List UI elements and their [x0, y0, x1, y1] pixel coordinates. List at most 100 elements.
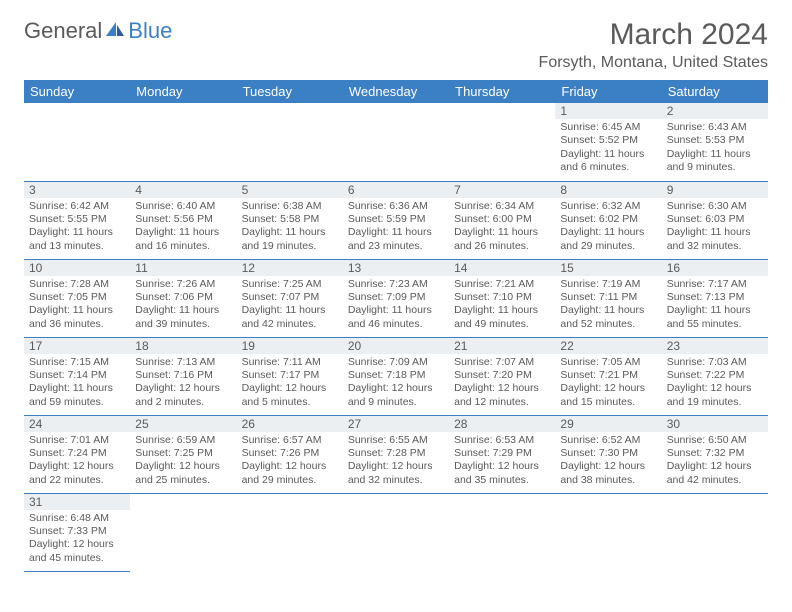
- day-body: Sunrise: 7:15 AMSunset: 7:14 PMDaylight:…: [24, 354, 130, 413]
- calendar-cell: 20Sunrise: 7:09 AMSunset: 7:18 PMDayligh…: [343, 337, 449, 415]
- day-body: Sunrise: 6:38 AMSunset: 5:58 PMDaylight:…: [237, 198, 343, 257]
- weekday-header: Friday: [555, 80, 661, 103]
- calendar-cell: 11Sunrise: 7:26 AMSunset: 7:06 PMDayligh…: [130, 259, 236, 337]
- day-body: Sunrise: 7:03 AMSunset: 7:22 PMDaylight:…: [662, 354, 768, 413]
- calendar-cell: 17Sunrise: 7:15 AMSunset: 7:14 PMDayligh…: [24, 337, 130, 415]
- day-body: Sunrise: 7:26 AMSunset: 7:06 PMDaylight:…: [130, 276, 236, 335]
- calendar-cell: [237, 103, 343, 181]
- calendar-cell: 21Sunrise: 7:07 AMSunset: 7:20 PMDayligh…: [449, 337, 555, 415]
- calendar-cell: [130, 103, 236, 181]
- day-number: 17: [24, 338, 130, 354]
- day-body: Sunrise: 7:09 AMSunset: 7:18 PMDaylight:…: [343, 354, 449, 413]
- day-number: 29: [555, 416, 661, 432]
- calendar-cell: [555, 493, 661, 571]
- day-body: Sunrise: 7:07 AMSunset: 7:20 PMDaylight:…: [449, 354, 555, 413]
- calendar-cell: 10Sunrise: 7:28 AMSunset: 7:05 PMDayligh…: [24, 259, 130, 337]
- day-number: 28: [449, 416, 555, 432]
- month-title: March 2024: [539, 18, 768, 52]
- calendar-cell: 2Sunrise: 6:43 AMSunset: 5:53 PMDaylight…: [662, 103, 768, 181]
- day-body: Sunrise: 7:21 AMSunset: 7:10 PMDaylight:…: [449, 276, 555, 335]
- calendar-cell: 6Sunrise: 6:36 AMSunset: 5:59 PMDaylight…: [343, 181, 449, 259]
- weekday-header: Sunday: [24, 80, 130, 103]
- day-number: 20: [343, 338, 449, 354]
- day-number: 21: [449, 338, 555, 354]
- logo-sail-icon: [104, 18, 126, 44]
- day-number: 5: [237, 182, 343, 198]
- day-body: Sunrise: 6:55 AMSunset: 7:28 PMDaylight:…: [343, 432, 449, 491]
- day-number: 19: [237, 338, 343, 354]
- calendar-body: 1Sunrise: 6:45 AMSunset: 5:52 PMDaylight…: [24, 103, 768, 571]
- calendar-cell: 16Sunrise: 7:17 AMSunset: 7:13 PMDayligh…: [662, 259, 768, 337]
- calendar-cell: 25Sunrise: 6:59 AMSunset: 7:25 PMDayligh…: [130, 415, 236, 493]
- calendar-cell: 19Sunrise: 7:11 AMSunset: 7:17 PMDayligh…: [237, 337, 343, 415]
- day-body: Sunrise: 6:53 AMSunset: 7:29 PMDaylight:…: [449, 432, 555, 491]
- calendar-cell: 3Sunrise: 6:42 AMSunset: 5:55 PMDaylight…: [24, 181, 130, 259]
- day-body: Sunrise: 6:45 AMSunset: 5:52 PMDaylight:…: [555, 119, 661, 178]
- calendar-cell: 28Sunrise: 6:53 AMSunset: 7:29 PMDayligh…: [449, 415, 555, 493]
- calendar-cell: 1Sunrise: 6:45 AMSunset: 5:52 PMDaylight…: [555, 103, 661, 181]
- day-number: 16: [662, 260, 768, 276]
- day-body: Sunrise: 6:48 AMSunset: 7:33 PMDaylight:…: [24, 510, 130, 569]
- day-number: 22: [555, 338, 661, 354]
- weekday-header: Saturday: [662, 80, 768, 103]
- calendar-cell: 27Sunrise: 6:55 AMSunset: 7:28 PMDayligh…: [343, 415, 449, 493]
- day-number: 4: [130, 182, 236, 198]
- calendar-cell: 22Sunrise: 7:05 AMSunset: 7:21 PMDayligh…: [555, 337, 661, 415]
- day-body: Sunrise: 6:43 AMSunset: 5:53 PMDaylight:…: [662, 119, 768, 178]
- calendar-cell: [130, 493, 236, 571]
- day-number: 3: [24, 182, 130, 198]
- day-body: Sunrise: 6:59 AMSunset: 7:25 PMDaylight:…: [130, 432, 236, 491]
- calendar-cell: 13Sunrise: 7:23 AMSunset: 7:09 PMDayligh…: [343, 259, 449, 337]
- logo-text-general: General: [24, 18, 102, 44]
- day-body: Sunrise: 7:13 AMSunset: 7:16 PMDaylight:…: [130, 354, 236, 413]
- day-number: 15: [555, 260, 661, 276]
- calendar-cell: 12Sunrise: 7:25 AMSunset: 7:07 PMDayligh…: [237, 259, 343, 337]
- calendar-cell: 30Sunrise: 6:50 AMSunset: 7:32 PMDayligh…: [662, 415, 768, 493]
- day-body: Sunrise: 6:42 AMSunset: 5:55 PMDaylight:…: [24, 198, 130, 257]
- weekday-header-row: SundayMondayTuesdayWednesdayThursdayFrid…: [24, 80, 768, 103]
- calendar-cell: [662, 493, 768, 571]
- day-number: 9: [662, 182, 768, 198]
- weekday-header: Tuesday: [237, 80, 343, 103]
- calendar-cell: [449, 493, 555, 571]
- header: General Blue March 2024 Forsyth, Montana…: [24, 18, 768, 72]
- day-body: Sunrise: 7:23 AMSunset: 7:09 PMDaylight:…: [343, 276, 449, 335]
- day-number: 26: [237, 416, 343, 432]
- day-number: 7: [449, 182, 555, 198]
- day-number: 18: [130, 338, 236, 354]
- day-body: Sunrise: 7:19 AMSunset: 7:11 PMDaylight:…: [555, 276, 661, 335]
- calendar-cell: 29Sunrise: 6:52 AMSunset: 7:30 PMDayligh…: [555, 415, 661, 493]
- calendar-cell: 31Sunrise: 6:48 AMSunset: 7:33 PMDayligh…: [24, 493, 130, 571]
- day-number: 2: [662, 103, 768, 119]
- day-number: 11: [130, 260, 236, 276]
- day-number: 14: [449, 260, 555, 276]
- day-number: 31: [24, 494, 130, 510]
- logo: General Blue: [24, 18, 172, 44]
- day-number: 6: [343, 182, 449, 198]
- calendar-cell: 26Sunrise: 6:57 AMSunset: 7:26 PMDayligh…: [237, 415, 343, 493]
- calendar-cell: 9Sunrise: 6:30 AMSunset: 6:03 PMDaylight…: [662, 181, 768, 259]
- day-number: 30: [662, 416, 768, 432]
- day-body: Sunrise: 7:11 AMSunset: 7:17 PMDaylight:…: [237, 354, 343, 413]
- day-body: Sunrise: 6:40 AMSunset: 5:56 PMDaylight:…: [130, 198, 236, 257]
- day-number: 27: [343, 416, 449, 432]
- calendar-cell: 8Sunrise: 6:32 AMSunset: 6:02 PMDaylight…: [555, 181, 661, 259]
- title-block: March 2024 Forsyth, Montana, United Stat…: [539, 18, 768, 72]
- day-number: 10: [24, 260, 130, 276]
- calendar-cell: 18Sunrise: 7:13 AMSunset: 7:16 PMDayligh…: [130, 337, 236, 415]
- day-body: Sunrise: 6:50 AMSunset: 7:32 PMDaylight:…: [662, 432, 768, 491]
- day-body: Sunrise: 6:34 AMSunset: 6:00 PMDaylight:…: [449, 198, 555, 257]
- calendar-cell: 5Sunrise: 6:38 AMSunset: 5:58 PMDaylight…: [237, 181, 343, 259]
- calendar-cell: [449, 103, 555, 181]
- calendar-cell: 24Sunrise: 7:01 AMSunset: 7:24 PMDayligh…: [24, 415, 130, 493]
- day-body: Sunrise: 7:01 AMSunset: 7:24 PMDaylight:…: [24, 432, 130, 491]
- day-number: 8: [555, 182, 661, 198]
- day-body: Sunrise: 6:52 AMSunset: 7:30 PMDaylight:…: [555, 432, 661, 491]
- calendar-cell: 4Sunrise: 6:40 AMSunset: 5:56 PMDaylight…: [130, 181, 236, 259]
- day-body: Sunrise: 7:28 AMSunset: 7:05 PMDaylight:…: [24, 276, 130, 335]
- weekday-header: Thursday: [449, 80, 555, 103]
- calendar-cell: [343, 103, 449, 181]
- day-body: Sunrise: 6:30 AMSunset: 6:03 PMDaylight:…: [662, 198, 768, 257]
- calendar-cell: [343, 493, 449, 571]
- calendar-cell: 7Sunrise: 6:34 AMSunset: 6:00 PMDaylight…: [449, 181, 555, 259]
